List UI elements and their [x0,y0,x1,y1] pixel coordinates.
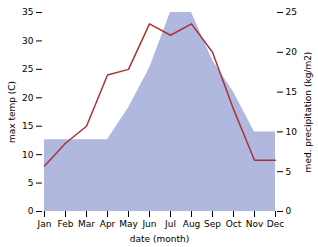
svg-text:5: 5 [28,178,34,188]
svg-text:Dec: Dec [267,219,284,229]
svg-text:date (month): date (month) [130,234,189,244]
svg-text:35: 35 [22,7,33,17]
svg-text:25: 25 [286,7,297,17]
svg-text:Aug: Aug [183,219,201,229]
svg-text:Feb: Feb [58,219,74,229]
svg-text:Jul: Jul [164,219,176,229]
svg-text:Apr: Apr [100,219,116,229]
svg-text:Oct: Oct [226,219,242,229]
svg-text:max temp (C): max temp (C) [7,81,17,143]
svg-text:med. precipitation (kg/m2): med. precipitation (kg/m2) [303,52,313,173]
svg-text:5: 5 [286,167,292,177]
svg-text:10: 10 [22,150,34,160]
svg-text:May: May [119,219,138,229]
svg-text:Jun: Jun [141,219,156,229]
svg-text:0: 0 [28,206,34,216]
svg-text:0: 0 [286,206,292,216]
svg-text:Mar: Mar [78,219,95,229]
svg-text:15: 15 [286,87,297,97]
svg-text:Jan: Jan [37,219,52,229]
svg-text:Sep: Sep [204,219,221,229]
svg-text:Nov: Nov [246,219,264,229]
svg-text:10: 10 [286,127,298,137]
svg-text:25: 25 [22,64,33,74]
svg-text:15: 15 [22,121,33,131]
svg-text:30: 30 [22,36,34,46]
svg-text:20: 20 [22,93,34,103]
svg-text:20: 20 [286,47,298,57]
